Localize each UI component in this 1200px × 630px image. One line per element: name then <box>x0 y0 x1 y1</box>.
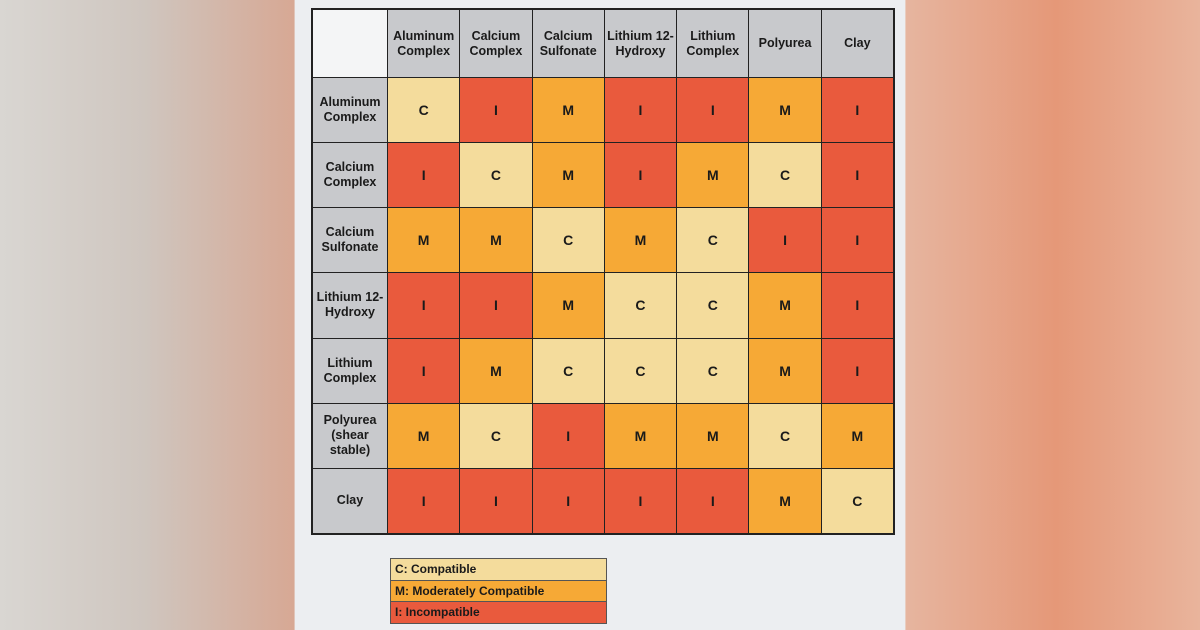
matrix-cell: M <box>677 143 749 208</box>
row-header: Lithium 12-Hydroxy <box>313 273 387 338</box>
matrix-cell: C <box>749 143 821 208</box>
matrix-cell: I <box>749 208 821 273</box>
matrix-cell: C <box>388 78 460 143</box>
matrix-cell: C <box>460 143 532 208</box>
matrix-cell: M <box>388 403 460 468</box>
matrix-cell: I <box>388 468 460 533</box>
matrix-cell: C <box>821 468 893 533</box>
matrix-cell: M <box>677 403 749 468</box>
matrix-cell: M <box>532 78 604 143</box>
matrix-cell: M <box>532 273 604 338</box>
matrix-cell: I <box>604 78 677 143</box>
column-header: Calcium Complex <box>460 10 532 77</box>
row-header: Lithium Complex <box>313 338 387 403</box>
matrix-cell: C <box>677 338 749 403</box>
compatibility-matrix: Aluminum Complex Calcium Complex Calcium S… <box>311 8 895 535</box>
matrix-cell: C <box>604 338 677 403</box>
row-header: Polyurea (shear stable) <box>313 403 387 468</box>
matrix-cell: M <box>821 403 893 468</box>
legend-item-C: C: Compatible <box>391 559 606 581</box>
matrix-cell: I <box>388 273 460 338</box>
matrix-cell: C <box>604 273 677 338</box>
matrix-cell: C <box>677 208 749 273</box>
matrix-cell: M <box>460 208 532 273</box>
matrix-cell: C <box>532 338 604 403</box>
matrix-cell: M <box>749 78 821 143</box>
matrix-cell: M <box>388 208 460 273</box>
matrix-cell: C <box>677 273 749 338</box>
matrix-cell: I <box>677 78 749 143</box>
matrix-cell: I <box>821 208 893 273</box>
column-header: Polyurea <box>749 10 821 77</box>
row-header: Calcium Sulfonate <box>313 208 387 273</box>
row-header: Calcium Complex <box>313 143 387 208</box>
matrix-cell: I <box>821 273 893 338</box>
legend-item-I: I: Incompatible <box>391 602 606 623</box>
column-header: Calcium Sulfonate <box>532 10 604 77</box>
matrix-cell: I <box>821 143 893 208</box>
matrix-cell: I <box>460 78 532 143</box>
matrix-cell: I <box>821 78 893 143</box>
matrix-cell: M <box>749 468 821 533</box>
matrix-cell: I <box>532 468 604 533</box>
column-header: Clay <box>821 10 893 77</box>
matrix-cell: I <box>532 403 604 468</box>
column-header: Aluminum Complex <box>388 10 460 77</box>
matrix-cell: M <box>532 143 604 208</box>
column-header: Lithium 12-Hydroxy <box>604 10 677 77</box>
matrix-cell: M <box>749 338 821 403</box>
matrix-cell: I <box>388 338 460 403</box>
matrix-cell: I <box>677 468 749 533</box>
matrix-cell: C <box>460 403 532 468</box>
matrix-cell: M <box>460 338 532 403</box>
matrix-cell: M <box>604 403 677 468</box>
matrix-cell: I <box>388 143 460 208</box>
matrix-cell: I <box>604 468 677 533</box>
corner-cell <box>313 10 387 77</box>
matrix-cell: M <box>749 273 821 338</box>
row-header: Aluminum Complex <box>313 78 387 143</box>
matrix-cell: C <box>749 403 821 468</box>
matrix-cell: I <box>460 468 532 533</box>
matrix-cell: I <box>821 338 893 403</box>
matrix-cell: I <box>604 143 677 208</box>
matrix-cell: C <box>532 208 604 273</box>
column-header: Lithium Complex <box>677 10 749 77</box>
matrix-cell: I <box>460 273 532 338</box>
row-header: Clay <box>313 468 387 533</box>
legend: C: Compatible M: Moderately Compatible I: … <box>390 558 607 624</box>
matrix-cell: M <box>604 208 677 273</box>
legend-item-M: M: Moderately Compatible <box>391 580 606 602</box>
